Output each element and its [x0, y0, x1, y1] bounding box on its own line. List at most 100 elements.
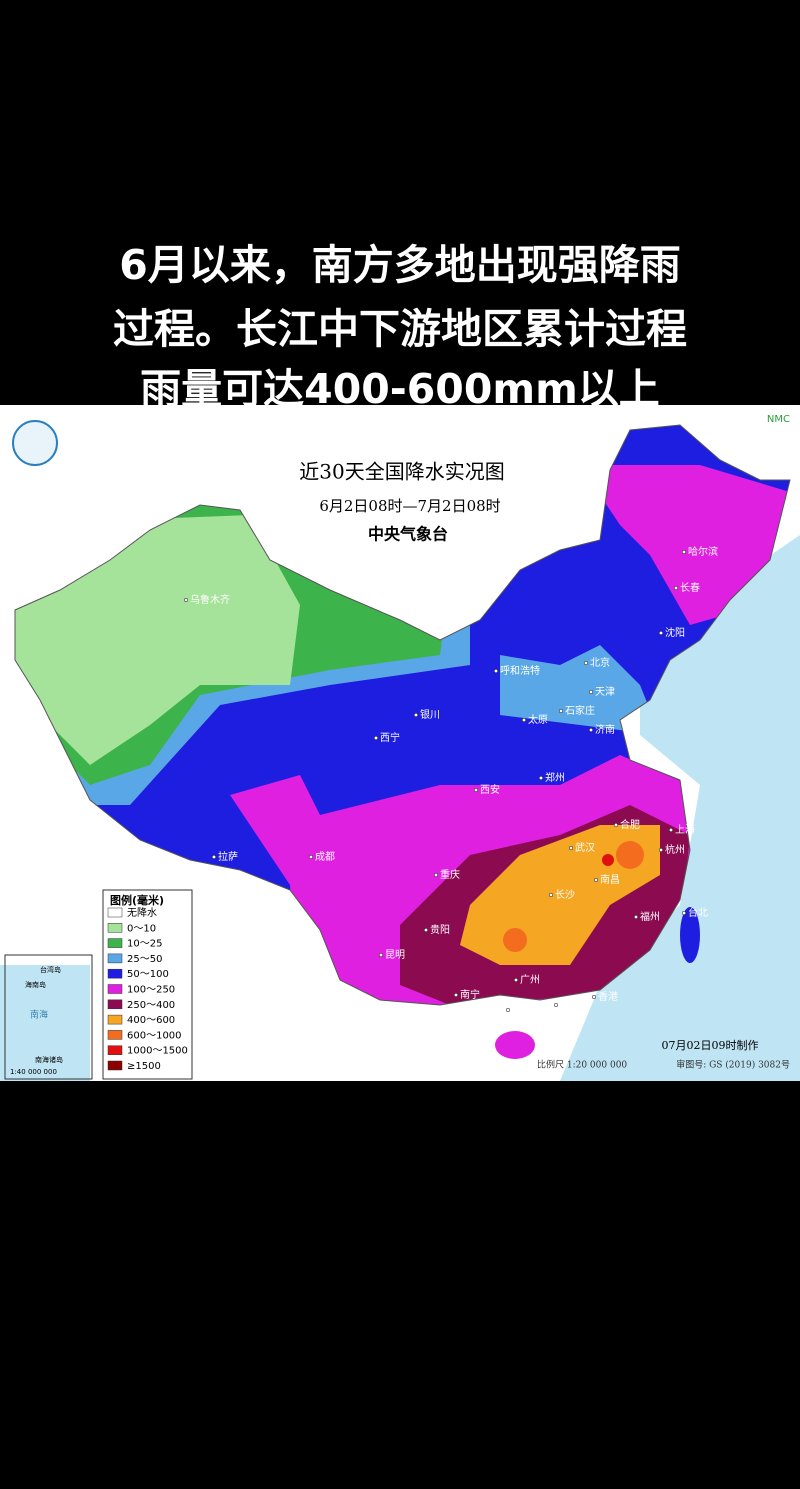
city-dot: [521, 717, 527, 723]
legend-label: 100～250: [127, 985, 175, 996]
city-label: 西安: [480, 783, 500, 796]
city-label: 海口: [512, 1003, 532, 1016]
city-dot: [591, 994, 597, 1000]
inset-scale: 1:40 000 000: [10, 1068, 57, 1076]
city-dot: [308, 854, 314, 860]
city-label: 长春: [680, 582, 700, 594]
city-dot: [613, 822, 619, 828]
legend-label: 10～25: [127, 939, 162, 950]
legend-swatch: [107, 968, 123, 979]
legend-swatch: [107, 923, 123, 933]
legend-swatch: [107, 984, 123, 994]
map: NMC 近30天全国降水实况图 6月2日08时—7月2日08时 中央气象台 台湾…: [0, 405, 800, 1081]
logo: [12, 420, 58, 466]
city-label: 福州: [640, 910, 660, 923]
city-label: 乌鲁木齐: [190, 593, 230, 606]
hainan: [495, 1031, 535, 1059]
inset-box: [4, 954, 93, 1080]
city-dot: [378, 952, 384, 958]
legend-swatch: [107, 1030, 123, 1040]
city-label: 太原: [528, 713, 548, 726]
city-dot: [633, 914, 639, 920]
city-dot: [588, 689, 594, 695]
legend-swatch: [107, 953, 123, 964]
city-dot: [668, 827, 674, 833]
sea: [560, 535, 800, 1081]
map-title: 近30天全国降水实况图: [299, 460, 504, 484]
city-dot: [211, 854, 217, 860]
city-label: 上海: [675, 823, 695, 836]
city-dot: [538, 775, 544, 781]
city-label: 武汉: [575, 841, 595, 854]
city-dot: [373, 735, 379, 741]
city-label: 银川: [420, 708, 440, 721]
city-label: 合肥: [620, 818, 640, 831]
caption-line: 过程。长江中下游地区累计过程: [113, 305, 687, 353]
city-dot: [473, 787, 479, 793]
city-label: 呼和浩特: [500, 665, 540, 677]
city-dot: [423, 927, 429, 933]
review-number: 审图号: GS (2019) 3082号: [676, 1059, 790, 1071]
city-label: 南宁: [460, 988, 480, 1001]
city-dot: [553, 1002, 559, 1008]
legend-swatch: [107, 1045, 123, 1055]
legend-label: 0～10: [127, 923, 156, 934]
city-label: 台北: [688, 906, 708, 919]
legend-swatch: [107, 1014, 123, 1025]
city-dot: [568, 845, 574, 851]
legend-title: 图例(毫米): [110, 893, 164, 907]
city-dot: [658, 847, 664, 853]
city-label: 郑州: [545, 771, 565, 784]
legend-swatch: [107, 938, 123, 948]
city-dot: [183, 597, 189, 603]
inset-label: 南海诸岛: [35, 1055, 63, 1064]
city-label: 杭州: [665, 843, 685, 856]
city-label: 长沙: [555, 889, 575, 901]
city-dot: [658, 630, 664, 636]
city-dot: [433, 872, 439, 878]
made-time: 07月02日09时制作: [662, 1039, 759, 1052]
taiwan: [680, 907, 700, 963]
city-dot: [513, 977, 519, 983]
city-label: 广州: [520, 974, 540, 986]
map-subtitle: 6月2日08时—7月2日08时: [319, 497, 500, 515]
city-label: 重庆: [440, 868, 460, 881]
city-label: 成都: [315, 851, 335, 863]
legend-label: 50～100: [127, 969, 169, 980]
city-label: 贵阳: [430, 923, 450, 936]
city-label: 哈尔滨: [688, 545, 718, 558]
city-dot: [681, 910, 687, 916]
inset-label: 南海: [30, 1009, 48, 1021]
city-label: 石家庄: [565, 704, 595, 717]
city-dot: [681, 549, 687, 555]
city-label: 拉萨: [218, 850, 238, 863]
scale: 比例尺 1:20 000 000: [537, 1059, 627, 1071]
inset-label: 海南岛: [25, 980, 46, 989]
city-dot: [673, 585, 679, 591]
legend-label: ≥1500: [127, 1061, 161, 1072]
legend-label: 无降水: [127, 906, 157, 919]
legend-label: 25～50: [127, 954, 162, 965]
city-label: 天津: [595, 686, 615, 698]
city-dot: [588, 727, 594, 733]
city-label: 济南: [595, 723, 615, 736]
city-label: 北京: [590, 656, 610, 669]
inset-label: 台湾岛: [40, 965, 61, 974]
city-label: 南昌: [600, 873, 620, 886]
caption-line: 6月以来，南方多地出现强降雨: [119, 241, 681, 289]
city-label: 沈阳: [665, 626, 685, 639]
city-label: 澳门: [560, 998, 580, 1011]
legend-label: 1000～1500: [127, 1046, 188, 1057]
city-label: 香港: [598, 991, 618, 1003]
city-dot: [583, 660, 589, 666]
legend-label: 400～600: [127, 1015, 175, 1026]
city-label: 西宁: [380, 731, 400, 744]
city-label: 昆明: [385, 949, 405, 961]
city-dot: [453, 992, 459, 998]
legend-swatch: [107, 1060, 123, 1071]
organization: 中央气象台: [368, 525, 448, 544]
legend-swatch: [107, 907, 123, 918]
legend-label: 250～400: [127, 1000, 175, 1011]
legend-swatch: [107, 999, 123, 1010]
